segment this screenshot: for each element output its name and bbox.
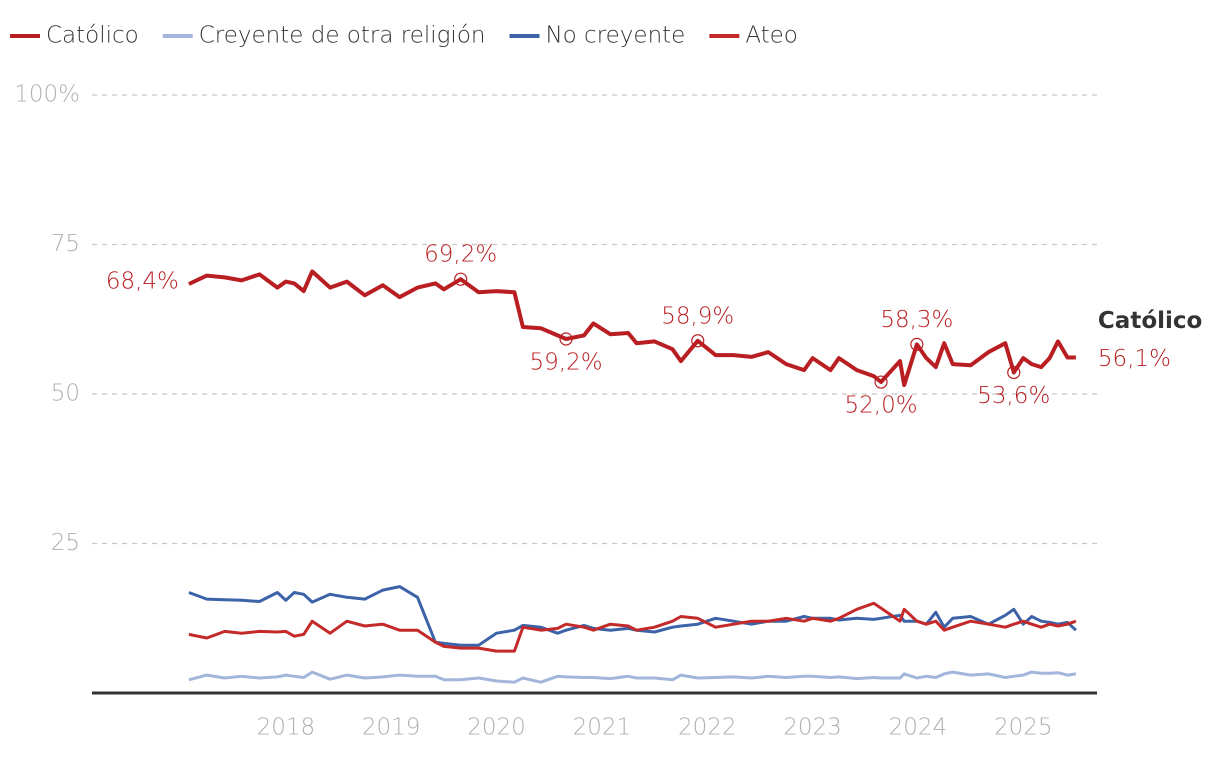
series-line — [188, 601, 1077, 653]
value-label: 58,9% — [661, 303, 734, 329]
value-label: 56,1% — [1098, 346, 1171, 372]
x-tick-label: 2018 — [257, 715, 316, 741]
x-tick-label: 2022 — [678, 715, 737, 741]
x-tick-label: 2025 — [994, 715, 1053, 741]
point-marker — [910, 337, 924, 351]
value-label: 69,2% — [424, 242, 497, 268]
legend-label: No creyente — [545, 23, 685, 49]
point-marker — [874, 375, 888, 389]
legend-label: Creyente de otra religión — [199, 23, 486, 49]
point-marker — [559, 332, 573, 346]
series-line — [188, 269, 1076, 387]
y-tick-label: 50 — [51, 381, 80, 407]
legend-label: Ateo — [745, 23, 798, 49]
point-marker — [454, 272, 468, 286]
y-tick-label: 100% — [14, 82, 80, 108]
value-label: 52,0% — [845, 393, 918, 419]
end-label: Católico — [1098, 308, 1202, 334]
series-line — [188, 670, 1077, 684]
value-label: 59,2% — [530, 349, 603, 375]
value-label: 68,4% — [106, 268, 179, 294]
value-label: 58,3% — [880, 307, 953, 333]
series-line — [188, 585, 1077, 647]
legend-label: Católico — [46, 23, 139, 49]
y-tick-label: 25 — [51, 530, 80, 556]
y-tick-label: 75 — [51, 231, 80, 257]
x-tick-label: 2024 — [889, 715, 948, 741]
x-tick-label: 2020 — [467, 715, 526, 741]
point-marker — [1007, 365, 1021, 380]
x-tick-label: 2019 — [362, 715, 421, 741]
value-label: 53,6% — [977, 383, 1050, 409]
x-tick-label: 2023 — [783, 715, 842, 741]
point-marker — [691, 334, 705, 348]
x-tick-label: 2021 — [573, 715, 632, 741]
